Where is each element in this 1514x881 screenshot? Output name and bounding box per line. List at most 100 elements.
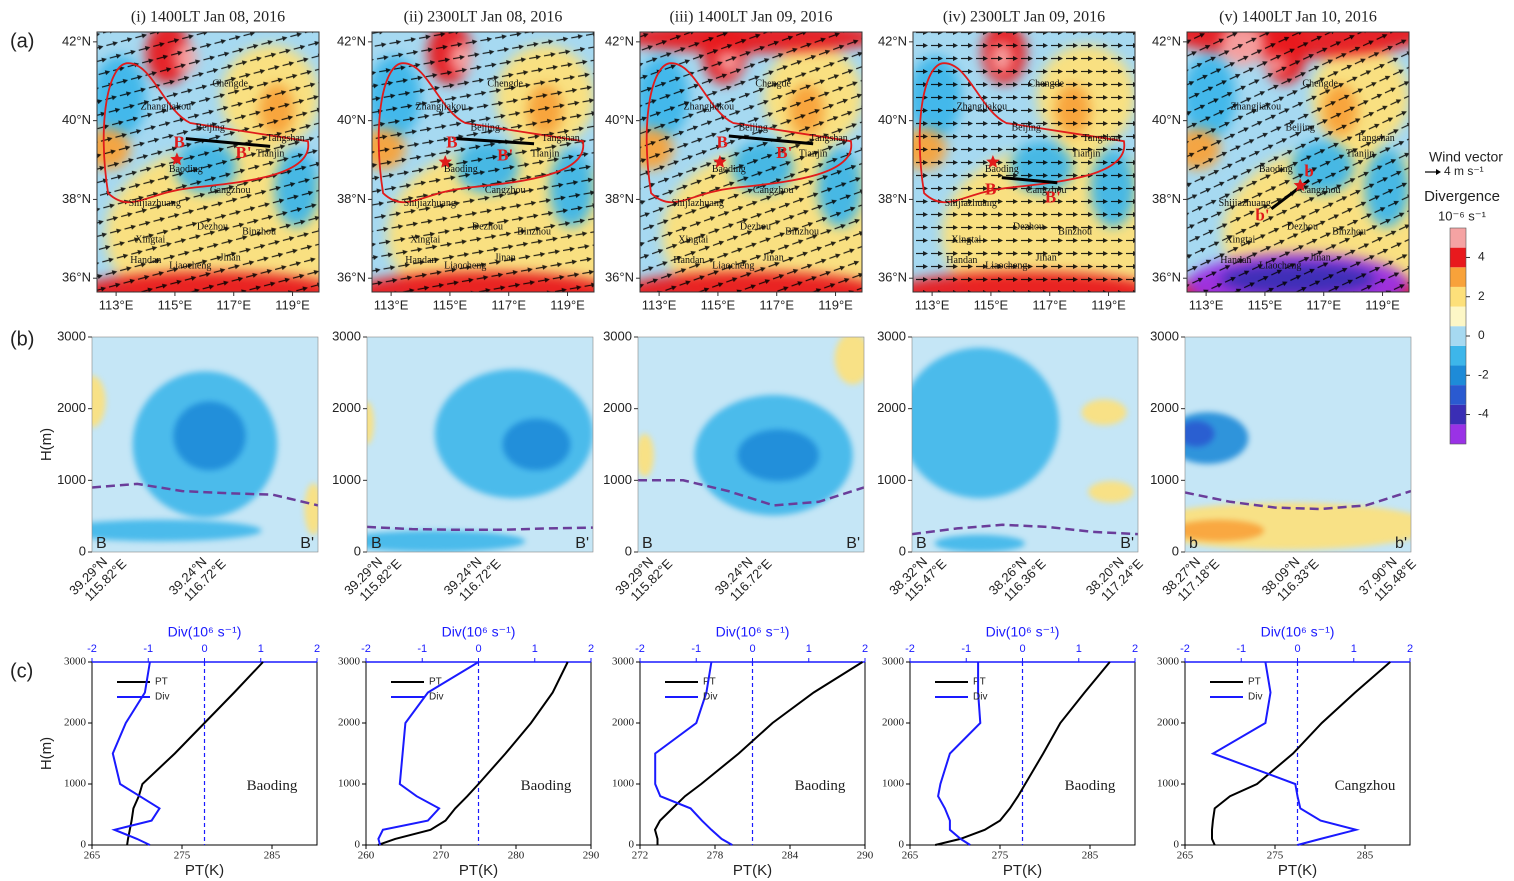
section-panel	[638, 337, 864, 552]
x2-tick-label: 0	[201, 643, 207, 655]
divergence-field	[92, 371, 318, 542]
y-tick-label: 36°N	[62, 270, 91, 285]
colorbar-swatch	[1450, 365, 1466, 386]
y-tick-label: 1000	[338, 778, 361, 790]
wind-vectors	[913, 32, 1135, 292]
city-label: Liaocheng	[712, 260, 754, 271]
x-tick-label: 284	[782, 850, 799, 862]
x-tick-label: 270	[433, 850, 450, 862]
colorbar-swatch	[1450, 247, 1466, 268]
section-line	[1001, 176, 1058, 185]
city-label: Tianjin	[1346, 148, 1375, 159]
colorbar-swatch	[1450, 326, 1466, 346]
x-tick-label: 275	[174, 850, 191, 862]
city-label: Cangzhou	[1026, 185, 1067, 196]
divergence-blob	[367, 401, 374, 445]
y-tick-label: 1000	[612, 778, 635, 790]
x-tick-label: 260	[358, 850, 375, 862]
section-end-label: B	[642, 535, 653, 552]
x-tick-label: 119°E	[1365, 297, 1400, 312]
x-tick-label: 115°E	[974, 297, 1009, 312]
map-title: (ii) 2300LT Jan 08, 2016	[404, 9, 563, 26]
y-tick-label: 2000	[1150, 400, 1179, 415]
x-tick-label: 265	[1177, 850, 1194, 862]
legend-label: Div	[429, 692, 443, 703]
y-tick-label: 42°N	[878, 33, 907, 48]
y-tick-label: 1000	[1150, 472, 1179, 487]
city-label: Baoding	[985, 164, 1019, 175]
site-star	[1293, 178, 1307, 192]
x-tick-label: 265	[902, 850, 919, 862]
y-tick-label: 36°N	[1152, 270, 1181, 285]
section-frame	[366, 336, 594, 553]
x-tick-label: 272	[632, 850, 649, 862]
x-tick-label: 285	[264, 850, 281, 862]
y-tick-label: 1000	[877, 472, 906, 487]
pt-line	[377, 661, 569, 846]
y-tick-label: 36°N	[337, 270, 366, 285]
map-frame	[371, 31, 595, 293]
y-tick-label: 3000	[612, 656, 635, 668]
x-tick-label: 113°E	[374, 297, 409, 312]
x-tick-label: 113°E	[1189, 297, 1224, 312]
site-star	[713, 155, 727, 168]
y-tick-label: 1000	[332, 472, 361, 487]
y-tick-label: 0	[354, 543, 361, 558]
x2-tick-label: -1	[143, 643, 153, 655]
section-end-label: b	[1189, 535, 1198, 552]
y-tick-label: 36°N	[605, 270, 634, 285]
station-annotation: Cangzhou	[1335, 778, 1396, 794]
section-end-label: b'	[1255, 206, 1269, 225]
city-label: Jinan	[763, 252, 784, 263]
city-label: Binzhou	[1058, 226, 1092, 237]
colorbar-swatch	[1450, 385, 1466, 405]
x2-tick-label: 1	[806, 643, 812, 655]
section-panel	[912, 337, 1138, 552]
y-tick-label: 1000	[57, 472, 86, 487]
x-axis-label: PT(K)	[185, 862, 224, 879]
colorbar-swatch	[1450, 404, 1466, 425]
div-line	[377, 661, 480, 846]
section-end-label: B'	[1120, 535, 1134, 552]
x-tick-label: 117°E	[216, 297, 251, 312]
y-tick-label: 3000	[882, 656, 905, 668]
vector-key-head	[1436, 169, 1441, 175]
y-tick-label: 2000	[877, 400, 906, 415]
city-label: Handan	[130, 255, 161, 266]
x-tick-label: 113°E	[99, 297, 134, 312]
divergence-blob	[737, 429, 819, 482]
y-tick-label: 0	[81, 839, 87, 851]
divergence-blob	[502, 418, 571, 471]
section-end-label: B'	[575, 535, 589, 552]
divergence-blob	[1185, 519, 1265, 542]
divergence-blob	[934, 534, 1025, 552]
site-star	[438, 155, 452, 168]
city-label: Shijiazhuang	[1219, 198, 1271, 209]
section-end-label: B'	[235, 143, 251, 162]
y-tick-label: 3000	[338, 656, 361, 668]
y-tick-label: 0	[899, 839, 905, 851]
divergence-field	[638, 337, 864, 516]
x2-tick-label: -1	[961, 643, 971, 655]
colorbar-vector-title: Wind vector	[1429, 149, 1503, 165]
x-tick-label: 115°E	[1248, 297, 1283, 312]
divergence-blob	[367, 530, 526, 552]
city-label: Shijiazhuang	[129, 198, 181, 209]
section-panel	[1185, 337, 1411, 552]
divergence-blob	[1185, 420, 1215, 447]
map-frame	[912, 31, 1136, 293]
x2-axis-label: Div(10⁶ s⁻¹)	[168, 624, 242, 640]
city-label: Handan	[673, 255, 704, 266]
section-end-label: B'	[1045, 187, 1061, 206]
x2-tick-label: 1	[1351, 643, 1357, 655]
y-tick-label: 1000	[603, 472, 632, 487]
